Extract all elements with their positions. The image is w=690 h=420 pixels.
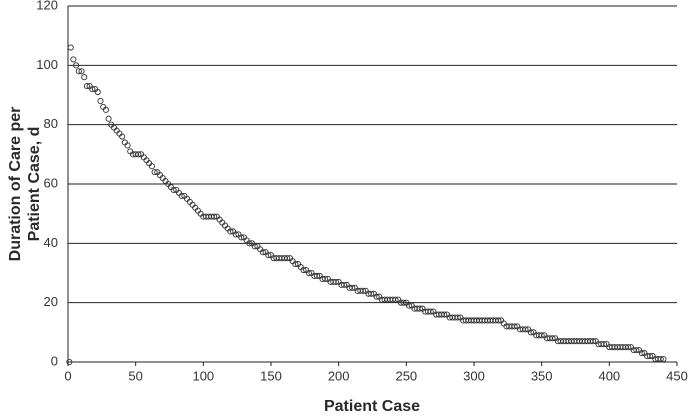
data-point <box>349 284 356 291</box>
x-tick-label: 50 <box>128 368 142 383</box>
data-point <box>265 252 272 259</box>
data-point <box>359 287 367 294</box>
x-tick-label: 350 <box>531 368 553 383</box>
data-point <box>251 243 258 250</box>
data-point <box>549 335 556 342</box>
data-point <box>590 338 597 345</box>
data-point <box>538 332 545 339</box>
data-point <box>148 163 155 170</box>
data-point <box>94 88 101 96</box>
data-point <box>646 353 653 360</box>
data-point <box>313 272 321 280</box>
data-point <box>392 296 399 303</box>
y-tick-label: 100 <box>36 57 58 72</box>
data-point <box>660 355 667 363</box>
data-point <box>238 234 245 241</box>
data-point <box>600 341 607 348</box>
data-point <box>211 213 218 220</box>
data-point <box>78 68 85 75</box>
data-point <box>495 317 502 324</box>
data-point <box>341 281 348 288</box>
y-axis-title: Duration of Care per <box>7 107 24 262</box>
y-tick-label: 120 <box>36 0 58 12</box>
data-point <box>368 290 375 297</box>
data-point <box>416 305 423 312</box>
x-axis-title: Patient Case <box>324 398 420 415</box>
data-point <box>657 355 664 363</box>
data-point <box>292 261 299 268</box>
data-point <box>322 275 329 282</box>
y-tick-label: 20 <box>44 294 58 309</box>
data-point <box>81 74 88 81</box>
data-point <box>70 56 77 63</box>
data-point <box>633 347 640 354</box>
data-point <box>441 311 448 318</box>
data-point <box>305 269 312 277</box>
data-point <box>75 68 82 75</box>
data-point <box>405 302 413 309</box>
y-axis-title: Patient Case, d <box>26 127 43 242</box>
x-tick-label: 100 <box>192 368 214 383</box>
x-tick-label: 300 <box>463 368 485 383</box>
y-tick-label: 80 <box>44 116 58 131</box>
data-point <box>89 86 96 93</box>
x-tick-label: 0 <box>64 368 71 383</box>
data-point <box>332 278 340 285</box>
data-point <box>246 240 253 247</box>
x-tick-label: 200 <box>328 368 350 383</box>
x-tick-label: 250 <box>395 368 417 383</box>
data-point <box>227 228 234 235</box>
data-point <box>102 106 109 113</box>
data-point <box>124 142 131 149</box>
data-point <box>151 169 158 176</box>
x-tick-label: 450 <box>666 368 688 383</box>
y-tick-label: 40 <box>44 235 58 250</box>
data-point <box>400 299 407 306</box>
data-point <box>527 329 534 336</box>
data-point <box>73 62 80 69</box>
data-point <box>454 314 461 321</box>
data-point <box>511 323 518 330</box>
data-point <box>259 249 266 256</box>
data-point <box>427 308 434 315</box>
x-tick-label: 400 <box>598 368 620 383</box>
data-point <box>83 83 90 90</box>
data-point <box>178 192 185 199</box>
data-point <box>638 350 645 357</box>
data-point <box>522 326 529 333</box>
data-point <box>284 255 291 262</box>
data-point <box>67 44 74 51</box>
data-point <box>300 266 307 274</box>
y-tick-label: 60 <box>44 175 58 190</box>
data-point <box>232 231 239 238</box>
data-point <box>97 97 104 104</box>
data-point <box>66 358 73 366</box>
y-tick-label: 0 <box>51 353 58 368</box>
data-point <box>373 293 380 300</box>
data-point <box>105 115 112 122</box>
data-point <box>625 344 632 351</box>
data-point <box>119 133 126 140</box>
data-point <box>170 186 177 193</box>
x-tick-label: 150 <box>260 368 282 383</box>
data-point <box>135 151 142 158</box>
